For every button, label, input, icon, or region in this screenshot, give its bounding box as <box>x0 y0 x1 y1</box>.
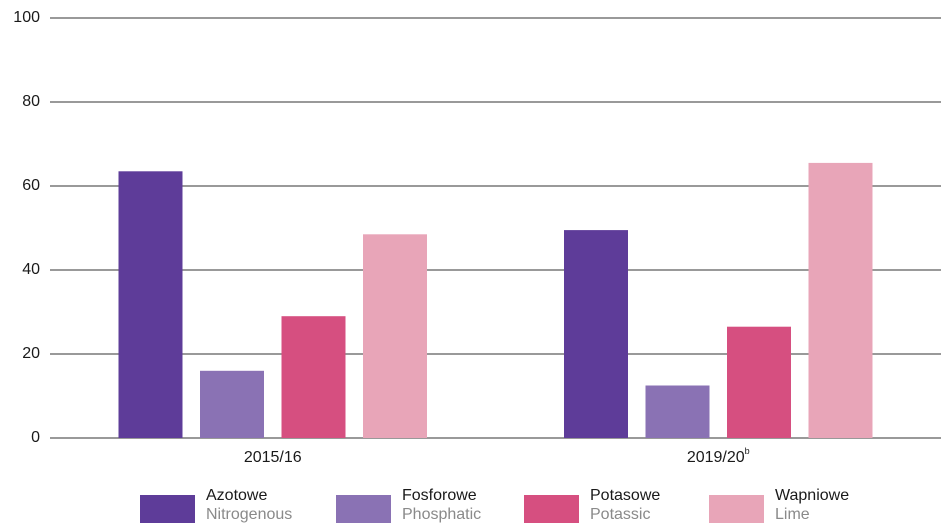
y-tick-label: 0 <box>31 429 40 446</box>
y-tick-label: 40 <box>22 261 40 278</box>
legend-label: Azotowe <box>206 487 267 504</box>
y-tick-label: 60 <box>22 177 40 194</box>
bar <box>200 370 264 438</box>
bar <box>118 171 183 439</box>
legend-label: Wapniowe <box>775 487 849 504</box>
bar <box>808 162 873 438</box>
legend-label-en: Potassic <box>590 506 650 523</box>
category-label: 2015/16 <box>244 449 302 466</box>
bar <box>727 326 791 438</box>
category-superscript: b <box>745 446 750 456</box>
legend-label: Fosforowe <box>402 487 477 504</box>
category-label: 2019/20 <box>687 449 745 466</box>
legend-label-en: Phosphatic <box>402 506 481 523</box>
legend-swatch <box>140 495 195 523</box>
legend-swatch <box>524 495 579 523</box>
legend-swatch <box>336 495 391 523</box>
legend-label-en: Lime <box>775 506 810 523</box>
legend-label: Potasowe <box>590 487 660 504</box>
bar <box>564 230 628 438</box>
bar <box>645 385 710 438</box>
x-tick-label: 2019/20b <box>687 446 750 466</box>
legend-swatch <box>709 495 764 523</box>
legend-label-en: Nitrogenous <box>206 506 292 523</box>
bar <box>363 234 427 438</box>
x-tick-label: 2015/16 <box>244 449 302 466</box>
y-tick-label: 20 <box>22 345 40 362</box>
bar <box>281 316 346 438</box>
y-tick-label: 100 <box>13 9 40 26</box>
y-tick-label: 80 <box>22 93 40 110</box>
